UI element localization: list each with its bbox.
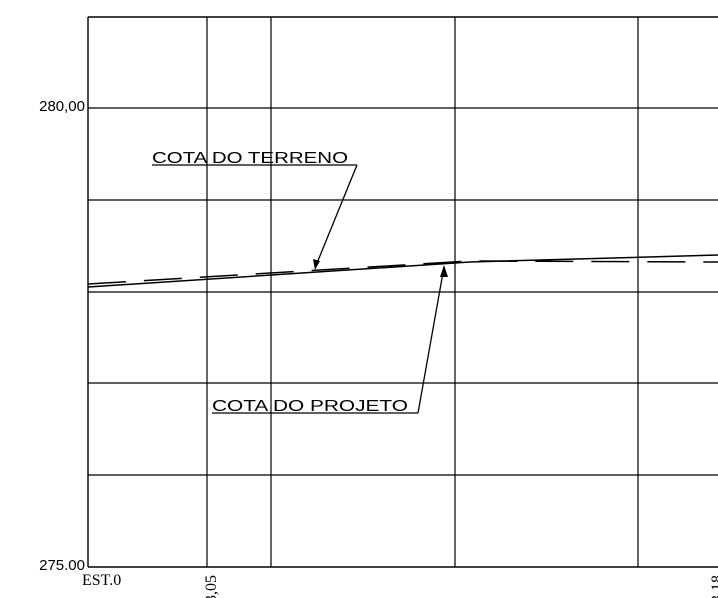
y-axis-bottom-label: 275.00 <box>39 557 85 574</box>
terrain-arrowhead <box>313 259 320 270</box>
project-leader <box>212 266 445 414</box>
terrain-leader-line <box>314 164 358 269</box>
project-grade-line <box>87 254 718 288</box>
project-label: COTA DO PROJETO <box>212 398 408 415</box>
vertical-gridlines <box>206 17 639 567</box>
x-axis-start-label: EST.0 <box>82 572 121 589</box>
terrain-label: COTA DO TERRENO <box>152 150 348 167</box>
x-axis-end-label: 3,18 <box>709 575 718 598</box>
terrain-line <box>87 260 718 285</box>
horizontal-gridlines <box>88 107 718 476</box>
project-arrowhead <box>440 265 448 277</box>
x-axis-mid-label: 3,05 <box>203 575 220 598</box>
terrain-leader <box>152 164 358 269</box>
project-leader-line <box>417 266 445 414</box>
y-axis-top-label: 280,00 <box>39 98 85 115</box>
